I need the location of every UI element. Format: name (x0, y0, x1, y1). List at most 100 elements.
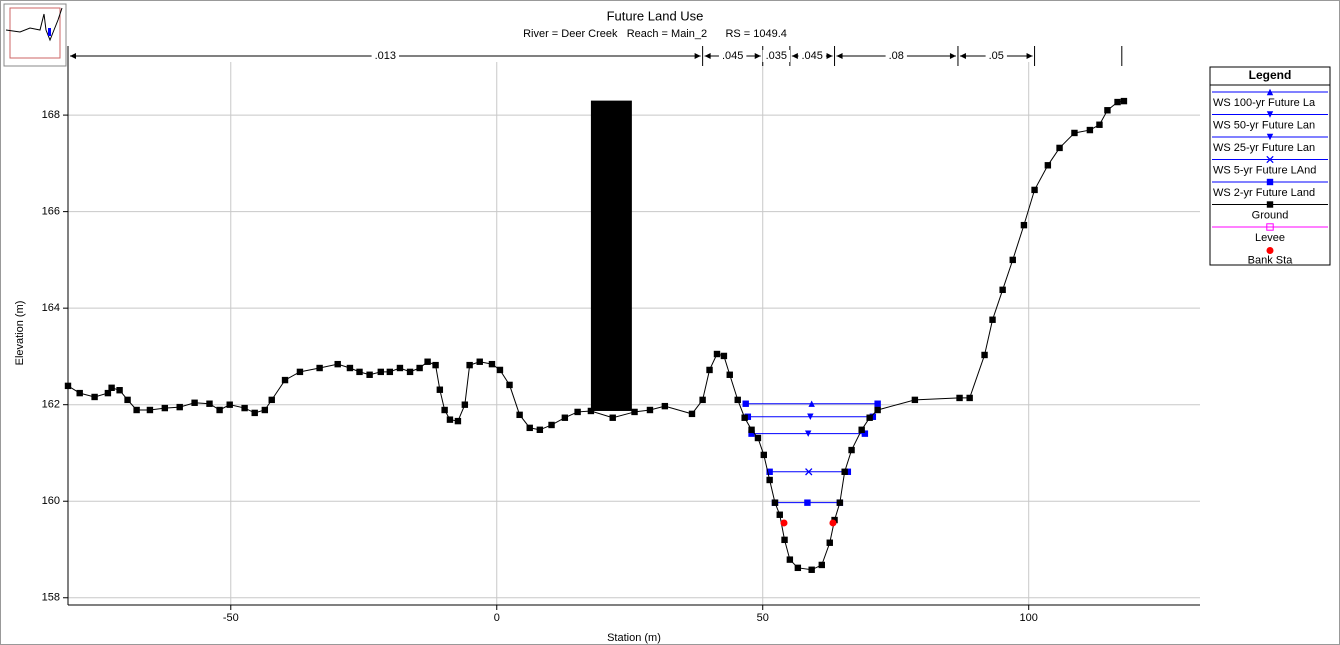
marker (1114, 98, 1121, 106)
marker (396, 364, 404, 372)
marker (386, 368, 394, 376)
marker (574, 408, 581, 416)
marker (526, 424, 533, 432)
marker (805, 430, 812, 437)
marker (587, 407, 595, 415)
marker (216, 406, 223, 414)
legend-label: Bank Sta (1248, 254, 1294, 266)
marker (1031, 186, 1038, 194)
marker (748, 426, 755, 433)
marker (734, 396, 741, 404)
marker (780, 519, 788, 527)
marker (1266, 178, 1274, 186)
marker (989, 316, 996, 323)
marker (818, 561, 825, 569)
marker (146, 406, 154, 414)
y-tick-label: 162 (42, 399, 60, 411)
marker (776, 511, 783, 518)
marker (536, 426, 544, 433)
marker (561, 414, 569, 421)
marker (1266, 223, 1274, 231)
y-tick-label: 160 (42, 495, 60, 507)
marker (1266, 133, 1274, 141)
manning-label: .045 (722, 50, 743, 62)
marker (808, 400, 815, 407)
marker (548, 421, 555, 429)
marker (742, 400, 749, 407)
marker (176, 403, 183, 411)
marker (1096, 121, 1103, 128)
legend-label: WS 100-yr Future La (1213, 97, 1316, 109)
marker (334, 360, 341, 368)
y-tick-label: 164 (42, 302, 60, 314)
marker (488, 360, 496, 368)
marker (720, 352, 728, 360)
marker (377, 368, 384, 376)
marker (826, 539, 833, 546)
marker (64, 382, 72, 390)
marker (241, 404, 248, 412)
manning-label: .045 (801, 50, 822, 62)
marker (161, 404, 169, 412)
label-bg (885, 50, 907, 62)
marker (766, 468, 773, 475)
marker (861, 430, 869, 437)
marker (108, 384, 115, 391)
marker (766, 476, 773, 484)
manning-label: .08 (889, 50, 904, 62)
x-axis-label: Station (m) (607, 632, 661, 644)
marker (1266, 111, 1274, 118)
label-bg (798, 50, 826, 62)
marker (631, 408, 638, 416)
legend-label: Levee (1255, 232, 1285, 244)
obstruction (590, 100, 632, 411)
marker (726, 371, 733, 378)
marker (1266, 201, 1274, 208)
arrow (704, 53, 761, 59)
marker (874, 406, 881, 414)
marker (966, 394, 973, 402)
marker (956, 394, 963, 402)
x-tick-label: -50 (223, 612, 239, 624)
marker (805, 468, 813, 476)
marker (346, 364, 354, 372)
marker (1266, 155, 1274, 164)
marker (506, 381, 513, 389)
marker (316, 364, 323, 372)
marker (1086, 126, 1094, 134)
marker (454, 417, 462, 425)
marker (441, 406, 448, 414)
marker (416, 364, 423, 372)
legend-label: WS 25-yr Future Lan (1213, 142, 1315, 154)
marker (281, 376, 289, 384)
marker (981, 351, 988, 359)
thumbnail (3, 3, 67, 67)
y-tick-label: 168 (42, 109, 60, 121)
marker (432, 361, 439, 369)
marker (268, 396, 275, 404)
marker (804, 499, 811, 506)
label-bg (718, 50, 747, 62)
marker (366, 371, 373, 378)
marker (91, 393, 98, 401)
marker (1009, 256, 1016, 264)
marker (191, 399, 198, 406)
marker (866, 414, 873, 421)
legend-label: WS 50-yr Future Lan (1213, 119, 1315, 131)
marker (406, 368, 414, 376)
marker (781, 536, 788, 544)
marker (1020, 221, 1028, 229)
marker (1104, 107, 1111, 114)
marker (476, 358, 483, 365)
marker (1056, 144, 1063, 152)
label-bg (985, 50, 1007, 62)
marker (1266, 247, 1274, 254)
y-tick-label: 158 (42, 592, 60, 604)
marker (116, 387, 123, 394)
marker (1120, 97, 1128, 105)
marker (206, 400, 213, 407)
marker (661, 402, 669, 410)
marker (1266, 88, 1274, 96)
marker (104, 389, 112, 397)
